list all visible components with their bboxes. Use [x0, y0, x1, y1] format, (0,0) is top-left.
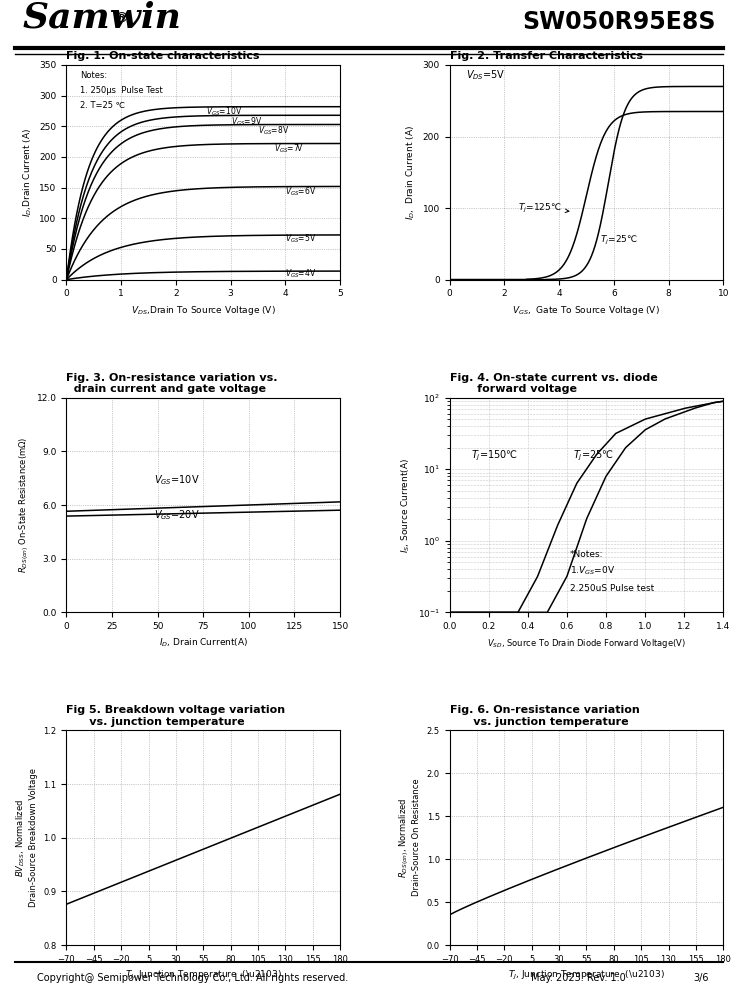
Text: 3/6: 3/6 [693, 973, 708, 983]
Text: $V_{GS}$=5V: $V_{GS}$=5V [286, 232, 317, 245]
X-axis label: $V_{GS}$,  Gate To Source Voltage (V): $V_{GS}$, Gate To Source Voltage (V) [512, 304, 661, 317]
Text: $V_{GS}$=8V: $V_{GS}$=8V [258, 125, 289, 137]
Text: Samwin: Samwin [22, 1, 181, 35]
Text: May. 2023. Rev. 1.0: May. 2023. Rev. 1.0 [531, 973, 626, 983]
Text: $T_j$=25℃: $T_j$=25℃ [600, 234, 638, 247]
Y-axis label: $I_D$,  Drain Current (A): $I_D$, Drain Current (A) [404, 125, 417, 220]
X-axis label: $I_D$, Drain Current(A): $I_D$, Drain Current(A) [159, 637, 248, 649]
Text: $T_j$=125℃: $T_j$=125℃ [518, 202, 569, 215]
X-axis label: $T_J$, Junction Temperature  (\u2103): $T_J$, Junction Temperature (\u2103) [125, 969, 282, 982]
X-axis label: $T_J$, Junction Temperature  (\u2103): $T_J$, Junction Temperature (\u2103) [508, 969, 665, 982]
X-axis label: $V_{SD}$, Source To Drain Diode Forward Voltage(V): $V_{SD}$, Source To Drain Diode Forward … [487, 637, 686, 650]
Text: $V_{GS}$=10V: $V_{GS}$=10V [206, 105, 242, 118]
Text: 1. 250μs  Pulse Test: 1. 250μs Pulse Test [80, 86, 163, 95]
Text: $V_{GS}$=9V: $V_{GS}$=9V [230, 116, 262, 128]
Y-axis label: $I_D$,Drain Current (A): $I_D$,Drain Current (A) [21, 128, 34, 217]
Text: 2. T=25 ℃: 2. T=25 ℃ [80, 101, 125, 110]
Y-axis label: $I_S$, Source Current(A): $I_S$, Source Current(A) [399, 457, 412, 553]
Text: $V_{GS}$=10V: $V_{GS}$=10V [154, 474, 200, 487]
Text: Fig. 4. On-state current vs. diode
       forward voltage: Fig. 4. On-state current vs. diode forwa… [449, 373, 658, 394]
Text: Fig. 3. On-resistance variation vs.
  drain current and gate voltage: Fig. 3. On-resistance variation vs. drai… [66, 373, 278, 394]
Y-axis label: $BV_{DSS}$, Normalized
Drain-Source Breakdown Voltage: $BV_{DSS}$, Normalized Drain-Source Brea… [15, 768, 38, 907]
Text: Fig. 6. On-resistance variation
      vs. junction temperature: Fig. 6. On-resistance variation vs. junc… [449, 705, 639, 727]
Text: $V_{DS}$=5V: $V_{DS}$=5V [466, 68, 506, 82]
Text: $V_{GS}$=20V: $V_{GS}$=20V [154, 508, 200, 522]
Text: *Notes:: *Notes: [570, 550, 604, 559]
Text: 2.250uS Pulse test: 2.250uS Pulse test [570, 584, 654, 593]
Text: Copyright@ Semipower Technology Co., Ltd. All rights reserved.: Copyright@ Semipower Technology Co., Ltd… [37, 973, 348, 983]
Text: ®: ® [114, 12, 128, 26]
Text: $V_{GS}$=4V: $V_{GS}$=4V [286, 268, 317, 280]
Text: Fig 5. Breakdown voltage variation
      vs. junction temperature: Fig 5. Breakdown voltage variation vs. j… [66, 705, 286, 727]
Text: SW050R95E8S: SW050R95E8S [523, 10, 716, 34]
Text: Fig. 1. On-state characteristics: Fig. 1. On-state characteristics [66, 51, 260, 61]
Text: 1.$V_{GS}$=0V: 1.$V_{GS}$=0V [570, 565, 615, 577]
Text: Fig. 2. Transfer Characteristics: Fig. 2. Transfer Characteristics [449, 51, 643, 61]
Y-axis label: $R_{DS(on)}$, Normalized
Drain-Source On Resistance: $R_{DS(on)}$, Normalized Drain-Source On… [397, 779, 421, 896]
Text: Notes:: Notes: [80, 71, 107, 80]
Text: $V_{GS}$=7V: $V_{GS}$=7V [275, 142, 305, 155]
Text: $T_j$=150℃: $T_j$=150℃ [472, 448, 519, 463]
Y-axis label: $R_{DS(on)}$ On-State Resistance(m$\Omega$): $R_{DS(on)}$ On-State Resistance(m$\Omeg… [17, 437, 31, 573]
X-axis label: $V_{DS}$,Drain To Source Voltage (V): $V_{DS}$,Drain To Source Voltage (V) [131, 304, 276, 317]
Text: $V_{GS}$=6V: $V_{GS}$=6V [286, 186, 317, 198]
Text: $T_j$=25℃: $T_j$=25℃ [573, 448, 614, 463]
